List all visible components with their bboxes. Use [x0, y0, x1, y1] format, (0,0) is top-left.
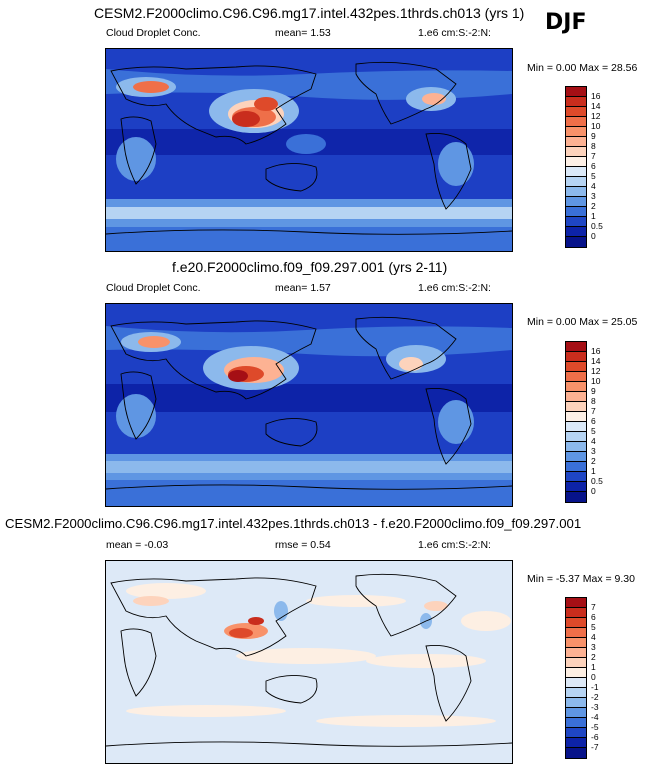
tick: -2	[591, 692, 599, 702]
panel3-mean: mean = -0.03	[106, 539, 169, 551]
tick: 3	[591, 191, 596, 201]
tick: 10	[591, 121, 601, 131]
tick: 0	[591, 672, 596, 682]
panel2-variable: Cloud Droplet Conc.	[106, 282, 201, 294]
tick: 0.5	[591, 476, 603, 486]
panel1-title: CESM2.F2000climo.C96.C96.mg17.intel.432p…	[94, 5, 525, 21]
panel3-colorbar	[565, 597, 587, 759]
tick: 6	[591, 416, 596, 426]
tick: 5	[591, 426, 596, 436]
tick: 1	[591, 211, 596, 221]
coastlines	[106, 316, 512, 490]
tick: 4	[591, 632, 596, 642]
panel3-minmax: Min = -5.37 Max = 9.30	[527, 573, 635, 585]
tick: 3	[591, 642, 596, 652]
panel2-colorbar	[565, 341, 587, 503]
tick: 14	[591, 356, 601, 366]
tick: -7	[591, 742, 599, 752]
panel3-units: 1.e6 cm:S:-2:N:	[418, 539, 491, 551]
tick: 7	[591, 602, 596, 612]
panel2-units: 1.e6 cm:S:-2:N:	[418, 282, 491, 294]
panel1-units: 1.e6 cm:S:-2:N:	[418, 27, 491, 39]
coastlines	[106, 61, 512, 235]
tick: 0	[591, 486, 596, 496]
panel1-map	[105, 48, 513, 252]
tick: 5	[591, 622, 596, 632]
panel3-map	[105, 560, 513, 764]
tick: 2	[591, 456, 596, 466]
tick: -4	[591, 712, 599, 722]
tick: 4	[591, 436, 596, 446]
tick: -6	[591, 732, 599, 742]
panel3-map-svg	[106, 561, 512, 763]
tick: 6	[591, 612, 596, 622]
tick: 1	[591, 662, 596, 672]
panel2-title: f.e20.F2000climo.f09_f09.297.001 (yrs 2-…	[172, 259, 448, 275]
panel1-mean: mean= 1.53	[275, 27, 331, 39]
tick: 8	[591, 396, 596, 406]
panel2-minmax: Min = 0.00 Max = 25.05	[527, 316, 638, 328]
panel2-map-svg	[106, 304, 512, 506]
panel3-colorbar-ticks: 7 6 5 4 3 2 1 0 -1 -2 -3 -4 -5 -6 -7	[591, 602, 621, 757]
season-label: DJF	[545, 10, 587, 35]
coastlines	[106, 573, 512, 747]
panel1-colorbar-ticks: 16 14 12 10 9 8 7 6 5 4 3 2 1 0.5 0	[591, 91, 621, 246]
tick: 16	[591, 346, 601, 356]
tick: 6	[591, 161, 596, 171]
panel1-map-svg	[106, 49, 512, 251]
tick: -3	[591, 702, 599, 712]
tick: 14	[591, 101, 601, 111]
panel3-title: CESM2.F2000climo.C96.C96.mg17.intel.432p…	[5, 516, 582, 531]
panel1-colorbar	[565, 86, 587, 248]
southern-ocean-core	[106, 207, 512, 219]
tick: 9	[591, 386, 596, 396]
tick: 0	[591, 231, 596, 241]
tick: 2	[591, 652, 596, 662]
tick: 8	[591, 141, 596, 151]
tick: 4	[591, 181, 596, 191]
tick: 3	[591, 446, 596, 456]
tick: 7	[591, 151, 596, 161]
tick: 12	[591, 366, 601, 376]
tick: -1	[591, 682, 599, 692]
tick: 10	[591, 376, 601, 386]
panel2-mean: mean= 1.57	[275, 282, 331, 294]
tick: 2	[591, 201, 596, 211]
panel2-colorbar-ticks: 16 14 12 10 9 8 7 6 5 4 3 2 1 0.5 0	[591, 346, 621, 501]
panel2-map	[105, 303, 513, 507]
tick: 7	[591, 406, 596, 416]
tick: 12	[591, 111, 601, 121]
panel1-variable: Cloud Droplet Conc.	[106, 27, 201, 39]
tick: 9	[591, 131, 596, 141]
tick: 16	[591, 91, 601, 101]
tick: 0.5	[591, 221, 603, 231]
panel1-minmax: Min = 0.00 Max = 28.56	[527, 62, 638, 74]
panel3-rmse: rmse = 0.54	[275, 539, 331, 551]
tick: -5	[591, 722, 599, 732]
tick: 1	[591, 466, 596, 476]
tick: 5	[591, 171, 596, 181]
